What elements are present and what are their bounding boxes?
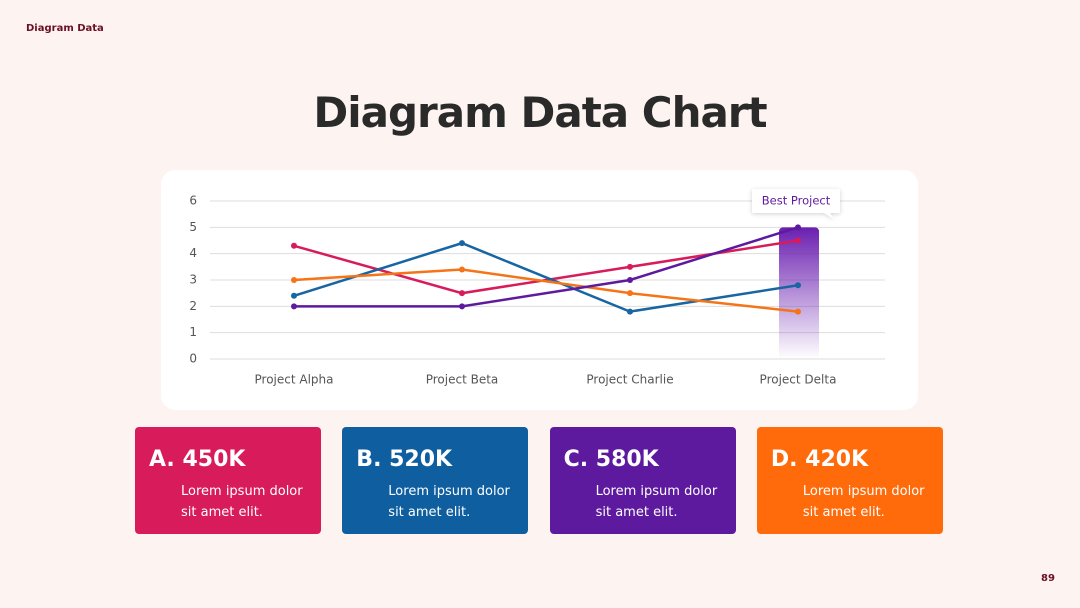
card-title: B. 520K (356, 447, 453, 472)
point (459, 240, 465, 247)
y-tick-label: 5 (189, 220, 197, 234)
point (627, 277, 633, 283)
point (459, 266, 465, 273)
x-tick-label: Project Beta (426, 373, 499, 387)
point (795, 237, 801, 244)
series-line (293, 268, 799, 313)
point (627, 290, 633, 297)
card: D. 420K Lorem ipsum dolor sit amet elit. (756, 427, 943, 534)
point (795, 308, 801, 315)
card-text: Lorem ipsum dolor sit amet elit. (802, 484, 925, 520)
y-tick-label: 6 (189, 194, 197, 208)
highlight-column (779, 227, 819, 359)
annotation: Best Project (762, 194, 831, 208)
card-title: A. 450K (149, 447, 246, 472)
point (627, 263, 633, 270)
page-number: 89 (1041, 573, 1055, 584)
y-tick-label: 2 (189, 299, 197, 313)
annotation-box (752, 189, 840, 219)
series-line (293, 239, 799, 295)
point (795, 282, 801, 289)
card-title: D. 420K (770, 447, 869, 472)
card: A. 450K Lorem ipsum dolor sit amet elit. (135, 427, 321, 534)
point (459, 303, 465, 310)
y-tick-label: 4 (189, 246, 197, 260)
x-tick-label: Project Alpha (255, 373, 334, 387)
point (291, 242, 297, 249)
point (291, 292, 297, 299)
x-tick-label: Project Charlie (586, 373, 673, 387)
point (459, 290, 465, 297)
card-text: Lorem ipsum dolor sit amet elit. (181, 484, 303, 520)
y-tick-label: 1 (189, 325, 197, 339)
y-tick-label: 3 (189, 273, 197, 287)
chart-title: Diagram Data Chart (313, 88, 767, 137)
series-line (293, 241, 799, 313)
card-title: C. 580K (563, 447, 659, 472)
point (291, 277, 297, 283)
header-label: Diagram Data (26, 23, 104, 34)
card-text: Lorem ipsum dolor sit amet elit. (595, 484, 718, 520)
y-tick-label: 0 (189, 352, 197, 366)
point (795, 224, 801, 231)
card: C. 580K Lorem ipsum dolor sit amet elit. (549, 427, 736, 534)
point (627, 308, 633, 315)
card: B. 520K Lorem ipsum dolor sit amet elit. (342, 427, 529, 534)
series-line (294, 226, 799, 308)
point (291, 303, 297, 310)
card-text: Lorem ipsum dolor sit amet elit. (388, 484, 510, 520)
x-tick-label: Project Delta (760, 373, 837, 387)
